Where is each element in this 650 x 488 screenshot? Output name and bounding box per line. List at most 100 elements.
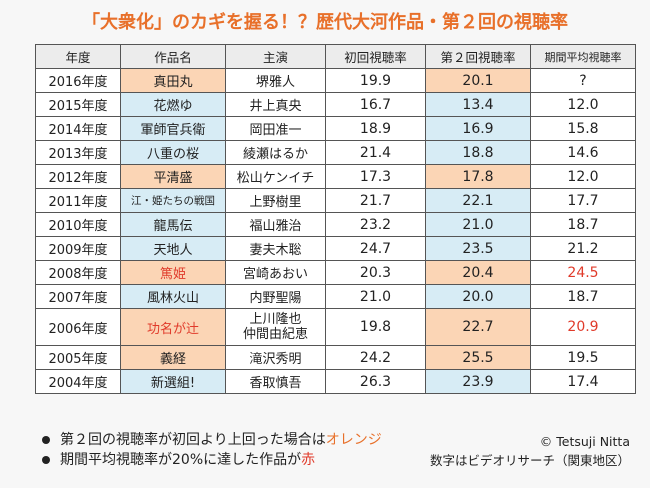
header-year: 年度 xyxy=(35,44,121,69)
lead-name: 妻夫木聡 xyxy=(249,243,302,258)
lead-name: 香取慎吾 xyxy=(249,376,302,391)
cell-year: 2006年度 xyxy=(35,308,121,346)
cell-year: 2009年度 xyxy=(35,236,121,261)
cell-first-rating: 21.4 xyxy=(325,140,426,165)
cell-work: 篤姫 xyxy=(120,260,226,285)
cell-lead: 滝沢秀明 xyxy=(225,345,326,370)
cell-average-rating: 20.9 xyxy=(530,308,636,346)
table-row: 2006年度 功名が辻 上川隆也 仲間由紀恵 19.8 22.7 20.9 xyxy=(35,308,636,346)
lead-name: 堺雅人 xyxy=(255,75,295,90)
data-source: 数字はビデオリサーチ（関東地区） xyxy=(429,453,630,468)
cell-second-rating: 20.0 xyxy=(425,284,531,309)
cell-work: 功名が辻 xyxy=(120,308,226,346)
table-row: 2005年度 義経 滝沢秀明 24.2 25.5 19.5 xyxy=(35,345,636,370)
table-row: 2004年度 新選組! 香取慎吾 26.3 23.9 17.4 xyxy=(35,369,636,394)
lead-name: 井上真央 xyxy=(249,99,302,114)
cell-work: 江・姫たちの戦国 xyxy=(120,188,226,213)
cell-year: 2016年度 xyxy=(35,68,121,93)
page-title: 「大衆化」のカギを握る！？歴代大河作品・第２回の視聴率 xyxy=(82,12,568,33)
lead-name: 松山ケンイチ xyxy=(236,171,315,186)
cell-average-rating: ? xyxy=(530,68,636,93)
cell-second-rating: 23.9 xyxy=(425,369,531,394)
cell-lead: 妻夫木聡 xyxy=(225,236,326,261)
cell-lead: 上野樹里 xyxy=(225,188,326,213)
cell-average-rating: 15.8 xyxy=(530,116,636,141)
cell-year: 2007年度 xyxy=(35,284,121,309)
cell-year: 2014年度 xyxy=(35,116,121,141)
cell-average-rating: 18.7 xyxy=(530,284,636,309)
table-row: 2015年度 花燃ゆ 井上真央 16.7 13.4 12.0 xyxy=(35,92,636,117)
cell-year: 2004年度 xyxy=(35,369,121,394)
cell-first-rating: 20.3 xyxy=(325,260,426,285)
cell-first-rating: 21.7 xyxy=(325,188,426,213)
cell-work: 真田丸 xyxy=(120,68,226,93)
cell-lead: 堺雅人 xyxy=(225,68,326,93)
cell-second-rating: 20.4 xyxy=(425,260,531,285)
lead-name-second: 仲間由紀恵 xyxy=(242,327,308,342)
cell-first-rating: 23.2 xyxy=(325,212,426,237)
cell-average-rating: 21.2 xyxy=(530,236,636,261)
table-header-row: 年度 作品名 主演 初回視聴率 第２回視聴率 期間平均視聴率 xyxy=(35,44,636,69)
header-average-rating: 期間平均視聴率 xyxy=(530,44,636,69)
cell-average-rating: 14.6 xyxy=(530,140,636,165)
cell-lead: 上川隆也 仲間由紀恵 xyxy=(225,308,326,346)
cell-year: 2008年度 xyxy=(35,260,121,285)
note-orange-highlight: オレンジ xyxy=(325,432,382,448)
cell-lead: 岡田准一 xyxy=(225,116,326,141)
cell-year: 2013年度 xyxy=(35,140,121,165)
cell-second-rating: 13.4 xyxy=(425,92,531,117)
cell-second-rating: 23.5 xyxy=(425,236,531,261)
cell-first-rating: 24.2 xyxy=(325,345,426,370)
credit: © Tetsuji Nitta 数字はビデオリサーチ（関東地区） xyxy=(430,432,630,470)
cell-lead: 内野聖陽 xyxy=(225,284,326,309)
author-credit: © Tetsuji Nitta xyxy=(539,434,630,449)
cell-lead: 福山雅治 xyxy=(225,212,326,237)
lead-name: 内野聖陽 xyxy=(249,291,302,306)
cell-average-rating: 12.0 xyxy=(530,92,636,117)
table-row: 2013年度 八重の桜 綾瀬はるか 21.4 18.8 14.6 xyxy=(35,140,636,165)
cell-second-rating: 22.1 xyxy=(425,188,531,213)
header-work: 作品名 xyxy=(120,44,226,69)
cell-first-rating: 16.7 xyxy=(325,92,426,117)
header-second-rating: 第２回視聴率 xyxy=(425,44,531,69)
table-row: 2014年度 軍師官兵衛 岡田准一 18.9 16.9 15.8 xyxy=(35,116,636,141)
cell-second-rating: 16.9 xyxy=(425,116,531,141)
cell-work: 花燃ゆ xyxy=(120,92,226,117)
cell-average-rating: 17.4 xyxy=(530,369,636,394)
cell-year: 2012年度 xyxy=(35,164,121,189)
header-first-rating: 初回視聴率 xyxy=(325,44,426,69)
cell-average-rating: 12.0 xyxy=(530,164,636,189)
cell-first-rating: 24.7 xyxy=(325,236,426,261)
header-lead: 主演 xyxy=(225,44,326,69)
bullet-icon xyxy=(42,436,50,444)
cell-first-rating: 19.8 xyxy=(325,308,426,346)
note-red-text: 期間平均視聴率が20%に達した作品が xyxy=(60,452,302,468)
note-red-highlight: 赤 xyxy=(301,452,316,468)
cell-work: 平清盛 xyxy=(120,164,226,189)
table-row: 2012年度 平清盛 松山ケンイチ 17.3 17.8 12.0 xyxy=(35,164,636,189)
lead-name: 福山雅治 xyxy=(249,219,302,234)
lead-name: 上川隆也 xyxy=(249,312,302,327)
cell-work: 八重の桜 xyxy=(120,140,226,165)
cell-second-rating: 18.8 xyxy=(425,140,531,165)
cell-average-rating: 24.5 xyxy=(530,260,636,285)
note-orange: 第２回の視聴率が初回より上回った場合は オレンジ xyxy=(42,430,382,450)
cell-work: 義経 xyxy=(120,345,226,370)
cell-first-rating: 19.9 xyxy=(325,68,426,93)
cell-year: 2015年度 xyxy=(35,92,121,117)
table-row: 2007年度 風林火山 内野聖陽 21.0 20.0 18.7 xyxy=(35,284,636,309)
cell-first-rating: 21.0 xyxy=(325,284,426,309)
lead-name: 上野樹里 xyxy=(249,195,302,210)
cell-lead: 綾瀬はるか xyxy=(225,140,326,165)
cell-second-rating: 21.0 xyxy=(425,212,531,237)
cell-work: 軍師官兵衛 xyxy=(120,116,226,141)
cell-lead: 松山ケンイチ xyxy=(225,164,326,189)
cell-year: 2005年度 xyxy=(35,345,121,370)
legend-notes: 第２回の視聴率が初回より上回った場合は オレンジ 期間平均視聴率が20%に達した作… xyxy=(42,430,382,470)
bullet-icon xyxy=(42,456,50,464)
table-row: 2009年度 天地人 妻夫木聡 24.7 23.5 21.2 xyxy=(35,236,636,261)
table-row: 2008年度 篤姫 宮崎あおい 20.3 20.4 24.5 xyxy=(35,260,636,285)
cell-lead: 井上真央 xyxy=(225,92,326,117)
table-row: 2011年度 江・姫たちの戦国 上野樹里 21.7 22.1 17.7 xyxy=(35,188,636,213)
lead-name: 岡田准一 xyxy=(249,123,302,138)
